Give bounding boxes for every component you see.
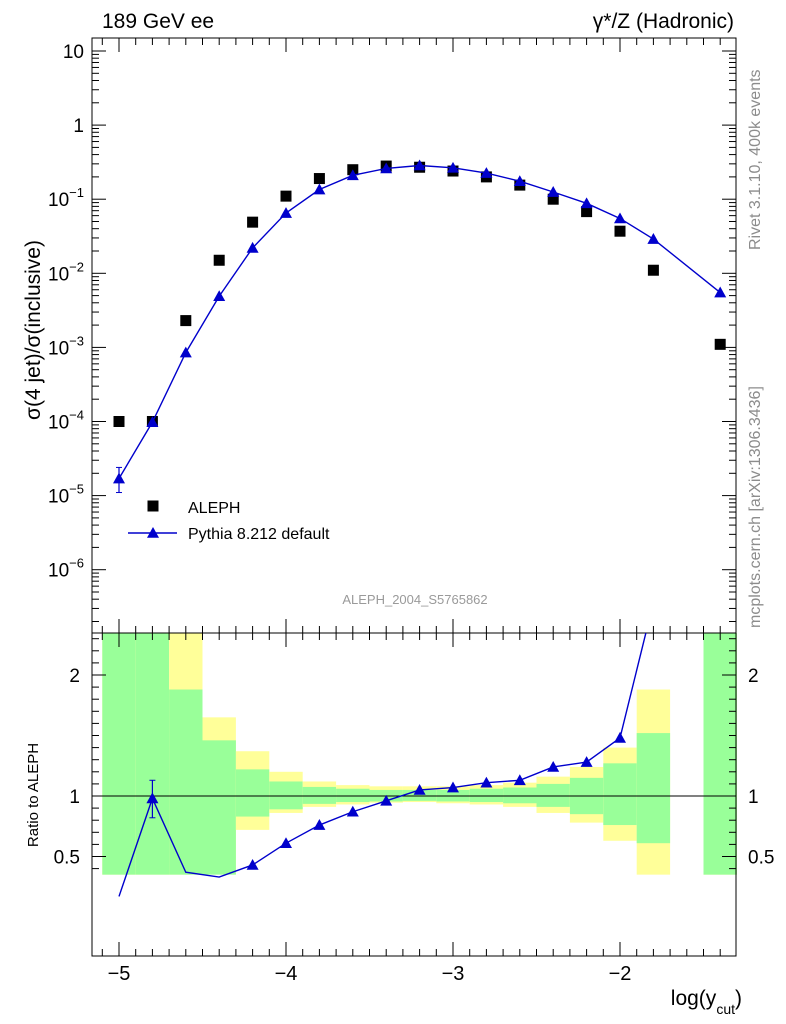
x-tick-label: −4 xyxy=(275,963,298,985)
pythia-data-point xyxy=(380,162,393,174)
pythia-data-point xyxy=(113,472,125,484)
aleph-data-point xyxy=(313,173,325,185)
main-y-tick-label: 10−2 xyxy=(48,259,84,285)
pythia-data-point xyxy=(647,233,660,244)
ratio-pythia-point xyxy=(513,774,526,786)
aleph-data-point xyxy=(547,193,559,205)
pythia-data-point xyxy=(580,197,593,209)
aleph-data-point xyxy=(113,416,125,427)
ratio-y-tick-label: 1 xyxy=(69,787,80,808)
ratio-y-tick-label-right: 0.5 xyxy=(748,848,774,869)
ratio-series-group xyxy=(118,633,647,897)
pythia-data-point xyxy=(447,161,459,173)
ratio-band-inner-0 xyxy=(102,633,136,875)
ratio-y-tick-label: 2 xyxy=(69,666,80,687)
ratio-y-tick-label-right: 1 xyxy=(748,787,759,808)
ratio-y-tick-label: 0.5 xyxy=(54,848,80,869)
ratio-band-inner-9 xyxy=(402,789,437,801)
x-tick-label: −2 xyxy=(609,963,632,985)
ratio-pythia-point xyxy=(614,731,626,743)
x-tick-label: −3 xyxy=(442,963,465,985)
pythia-line xyxy=(118,164,721,479)
legend-aleph-label: ALEPH xyxy=(188,500,240,517)
ratio-panel-frame xyxy=(91,632,737,957)
pythia-data-point xyxy=(246,241,259,253)
ratio-pythia-point xyxy=(246,858,259,870)
main-y-tick-label: 1 xyxy=(73,116,84,137)
analysis-label: ALEPH_2004_S5765862 xyxy=(342,592,487,607)
ratio-band-inner-16 xyxy=(636,733,671,844)
header-right-title: γ*/Z (Hadronic) xyxy=(593,10,734,33)
header-left-title: 189 GeV ee xyxy=(102,10,214,33)
ratio-panel-data xyxy=(92,633,736,897)
pythia-data-point xyxy=(547,186,560,197)
ratio-pythia-point xyxy=(380,794,393,806)
ratio-band-inner-15 xyxy=(603,763,637,826)
pythia-data-point xyxy=(413,159,426,171)
ratio-pythia-point xyxy=(413,783,426,795)
aleph-data-point xyxy=(180,315,192,327)
ratio-band-inner-7 xyxy=(336,788,370,803)
ratio-band-inner-3 xyxy=(202,740,236,875)
pythia-data-point xyxy=(480,167,493,178)
main-panel-data xyxy=(113,159,727,494)
aleph-data-point xyxy=(213,254,225,266)
ratio-pythia-point xyxy=(447,781,459,793)
pythia-data-point xyxy=(146,416,159,427)
pythia-data-point xyxy=(714,286,727,298)
aleph-data-point xyxy=(581,206,593,218)
main-y-tick-label: 10−5 xyxy=(48,482,84,508)
ratio-pythia-point xyxy=(580,756,593,767)
ratio-y-axis-title: Ratio to ALEPH xyxy=(25,743,42,847)
pythia-data-point xyxy=(346,169,359,181)
main-y-tick-label: 10−3 xyxy=(48,333,84,359)
aleph-data-point xyxy=(280,190,292,202)
x-axis-title: log(ycut) xyxy=(671,987,742,1017)
aleph-data-point xyxy=(714,338,726,350)
main-y-tick-label: 10−1 xyxy=(48,185,84,211)
pythia-data-point xyxy=(179,346,192,358)
legend-aleph-marker xyxy=(147,500,159,512)
main-y-tick-label: 10−6 xyxy=(48,556,84,582)
ratio-pythia-point xyxy=(480,776,493,788)
ratio-uncertainty-bands xyxy=(102,633,737,875)
legend-pythia-label: Pythia 8.212 default xyxy=(188,526,330,543)
aleph-data-point xyxy=(647,264,659,276)
ratio-band-inner-12 xyxy=(503,787,537,804)
pythia-data-point xyxy=(614,212,626,224)
ratio-pythia-point xyxy=(146,792,159,804)
mcplots-label: mcplots.cern.ch [arXiv:1306.3436] xyxy=(747,386,764,628)
main-y-tick-label: 10−4 xyxy=(48,408,84,434)
x-tick-label: −5 xyxy=(108,963,131,985)
pythia-data-point xyxy=(513,175,526,186)
pythia-data-point xyxy=(280,207,292,218)
ratio-y-tick-label-right: 2 xyxy=(748,666,759,687)
ratio-band-inner-5 xyxy=(269,781,303,810)
ratio-pythia-point xyxy=(346,805,359,817)
aleph-data-point xyxy=(614,225,626,237)
ratio-pythia-point xyxy=(313,819,326,830)
ratio-band-inner-1 xyxy=(135,633,170,875)
aleph-data-point xyxy=(247,216,259,228)
ratio-pythia-point xyxy=(547,760,560,772)
main-y-tick-label: 10 xyxy=(63,42,84,63)
ratio-band-inner-11 xyxy=(469,788,504,803)
main-y-axis-title: σ(4 jet)/σ(inclusive) xyxy=(22,240,45,420)
ratio-band-inner-13 xyxy=(536,783,570,807)
pythia-data-point xyxy=(313,183,326,195)
ratio-band-inner-4 xyxy=(235,769,270,817)
main-panel-frame xyxy=(91,37,737,634)
rivet-version-label: Rivet 3.1.10, 400k events xyxy=(747,69,764,250)
pythia-data-point xyxy=(213,290,226,302)
ratio-band-inner-6 xyxy=(302,786,337,804)
ratio-band-inner-2 xyxy=(169,689,203,875)
legend: ALEPH Pythia 8.212 default xyxy=(128,500,330,543)
ratio-pythia-point xyxy=(280,837,292,848)
legend-pythia-marker xyxy=(147,527,159,538)
ratio-band-inner-17 xyxy=(703,633,737,875)
